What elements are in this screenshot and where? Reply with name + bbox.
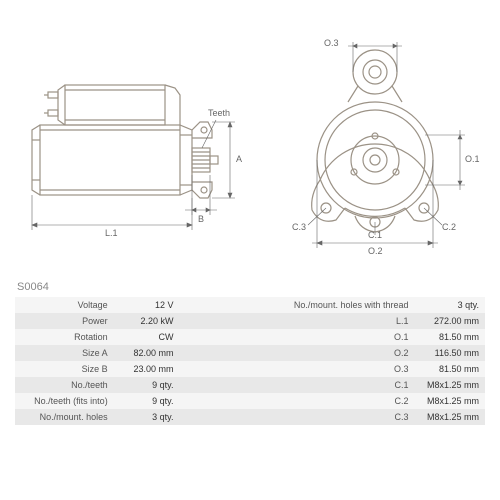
spec-label: No./mount. holes with thread [250,297,415,313]
spec-row: No./teeth (fits into)9 qty. C.2M8x1.25 mm [15,393,485,409]
spec-label: No./mount. holes [15,409,114,425]
label-l1: L.1 [105,228,118,238]
spec-row: No./teeth9 qty. C.1M8x1.25 mm [15,377,485,393]
spec-label: Power [15,313,114,329]
spec-label: Rotation [15,329,114,345]
label-o2: O.2 [368,246,383,256]
spec-value: 81.50 mm [414,329,485,345]
spacer [179,377,250,393]
starter-side-view: Teeth A B L.1 [20,30,250,260]
starter-front-view: O.3 O.1 O.2 C.1 C.2 C.3 [270,30,480,260]
spec-row: Voltage12 V No./mount. holes with thread3… [15,297,485,313]
spec-value: 9 qty. [114,377,180,393]
spec-value: 82.00 mm [114,345,180,361]
spec-value: 81.50 mm [414,361,485,377]
spacer [179,313,250,329]
part-code: S0064 [17,281,485,293]
spec-label: C.1 [250,377,415,393]
spec-label: C.2 [250,393,415,409]
spec-value: 3 qty. [114,409,180,425]
spec-row: RotationCW O.181.50 mm [15,329,485,345]
spec-value: M8x1.25 mm [414,393,485,409]
label-o3: O.3 [324,38,339,48]
spec-row: Power2.20 kW L.1272.00 mm [15,313,485,329]
spec-label: Size B [15,361,114,377]
spec-value: 23.00 mm [114,361,180,377]
spec-label: O.2 [250,345,415,361]
spec-label: L.1 [250,313,415,329]
spec-label: Size A [15,345,114,361]
spacer [179,329,250,345]
spec-label: O.3 [250,361,415,377]
spec-value: 9 qty. [114,393,180,409]
spec-label: C.3 [250,409,415,425]
spacer [179,345,250,361]
spec-row: No./mount. holes3 qty. C.3M8x1.25 mm [15,409,485,425]
spec-value: M8x1.25 mm [414,409,485,425]
spec-table: Voltage12 VNo./mount. holes with thread3… [15,297,485,425]
spacer [179,297,250,313]
side-view-svg [20,30,250,260]
label-o1: O.1 [465,154,480,164]
spec-label: Voltage [15,297,114,313]
spec-label: O.1 [250,329,415,345]
label-teeth: Teeth [208,108,230,118]
label-b: B [198,214,204,224]
spec-value: 3 qty. [414,297,485,313]
spacer [179,409,250,425]
spacer [179,361,250,377]
label-a: A [236,154,242,164]
spec-value: CW [114,329,180,345]
spacer [179,393,250,409]
spec-value: M8x1.25 mm [414,377,485,393]
spec-label: No./teeth [15,377,114,393]
spec-value: 272.00 mm [414,313,485,329]
diagram-area: Teeth A B L.1 [15,15,485,275]
spec-row: Size B23.00 mm O.381.50 mm [15,361,485,377]
label-c3: C.3 [292,222,306,232]
label-c1: C.1 [368,230,382,240]
spec-value: 116.50 mm [414,345,485,361]
spec-value: 2.20 kW [114,313,180,329]
spec-label: No./teeth (fits into) [15,393,114,409]
spec-value: 12 V [114,297,180,313]
page-container: Teeth A B L.1 [0,0,500,500]
label-c2: C.2 [442,222,456,232]
spec-row: Size A82.00 mm O.2116.50 mm [15,345,485,361]
